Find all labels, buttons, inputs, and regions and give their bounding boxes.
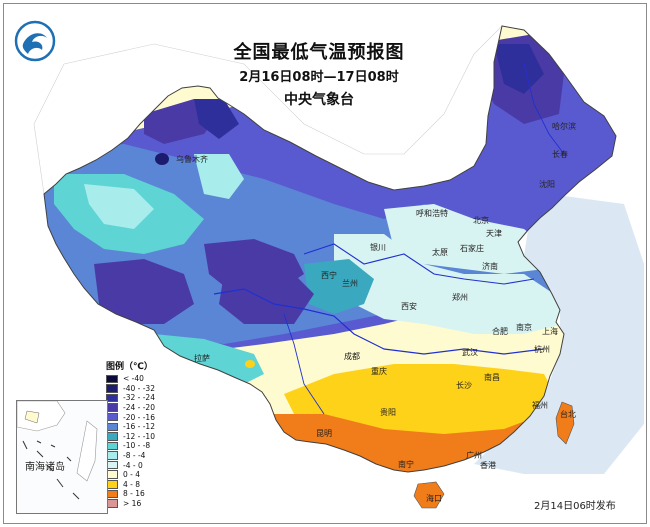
legend-label: -4 - 0 xyxy=(123,460,143,470)
legend-item: > 16 xyxy=(106,499,162,509)
legend-item: -16 - -12 xyxy=(106,422,162,432)
city-label-shanghai: 上海 xyxy=(542,327,558,336)
legend-label: -32 - -24 xyxy=(123,393,155,403)
city-label-xian: 西安 xyxy=(401,302,417,311)
forecast-period: 2月16日08时—17日08时 xyxy=(239,70,399,85)
legend-item: 0 - 4 xyxy=(106,470,162,480)
city-label-changchun: 长春 xyxy=(552,150,568,159)
legend-item: -20 - -16 xyxy=(106,412,162,422)
city-label-nanjing: 南京 xyxy=(516,323,532,332)
issuer-name: 中央气象台 xyxy=(284,92,354,108)
city-label-kunming: 昆明 xyxy=(316,429,332,438)
city-label-nanning: 南宁 xyxy=(398,460,414,469)
city-label-jinan: 济南 xyxy=(482,262,498,271)
map-title: 全国最低气温预报图 xyxy=(233,42,405,63)
legend-label: -12 - -10 xyxy=(123,431,155,441)
cma-logo-icon xyxy=(14,20,56,62)
city-label-hangzhou: 杭州 xyxy=(534,345,550,354)
legend-rows: < -40 -40 - -32 -32 - -24 -24 - -20 -20 - -1… xyxy=(106,374,162,508)
legend-label: < -40 xyxy=(123,374,144,384)
city-label-hongkong: 香港 xyxy=(480,461,496,470)
inset-map xyxy=(16,400,98,500)
legend-item: -8 - -4 xyxy=(106,451,162,461)
legend-label: -10 - -8 xyxy=(123,441,151,451)
city-label-shenyang: 沈阳 xyxy=(539,180,555,189)
temperature-legend: 图例（℃） < -40 -40 - -32 -32 - -24 -24 - -20 -2… xyxy=(106,359,162,508)
south-china-sea-inset: 南海诸岛 xyxy=(16,400,108,514)
city-label-lanzhou: 兰州 xyxy=(342,279,358,288)
city-label-guiyang: 贵阳 xyxy=(380,408,396,417)
legend-title: 图例（℃） xyxy=(106,362,153,372)
legend-label: -40 - -32 xyxy=(123,383,155,393)
legend-swatch xyxy=(106,374,118,384)
legend-item: < -40 xyxy=(106,374,162,384)
legend-label: > 16 xyxy=(123,499,142,509)
city-label-nanchang: 南昌 xyxy=(484,373,500,382)
city-label-urumqi: 乌鲁木齐 xyxy=(176,155,208,164)
legend-swatch xyxy=(106,384,118,393)
legend-label: 8 - 16 xyxy=(123,489,145,499)
legend-item: -10 - -8 xyxy=(106,441,162,451)
temperature-map xyxy=(4,4,646,523)
city-label-hefei: 合肥 xyxy=(492,327,508,336)
legend-item: -40 - -32 xyxy=(106,384,162,394)
city-label-zhengzhou: 郑州 xyxy=(452,293,468,302)
city-label-tianjin: 天津 xyxy=(486,229,502,238)
city-label-yinchuan: 银川 xyxy=(370,243,386,252)
legend-item: 4 - 8 xyxy=(106,480,162,490)
city-label-harbin: 哈尔滨 xyxy=(552,122,576,131)
city-label-wuhan: 武汉 xyxy=(462,348,478,357)
map-frame: 全国最低气温预报图 2月16日08时—17日08时 中央气象台 乌鲁木齐 哈尔滨… xyxy=(3,3,647,524)
inset-label: 南海诸岛 xyxy=(25,462,65,473)
city-label-chengdu: 成都 xyxy=(344,352,360,361)
legend-label: 0 - 4 xyxy=(123,470,141,480)
city-label-lhasa: 拉萨 xyxy=(194,354,210,363)
legend-item: -32 - -24 xyxy=(106,393,162,403)
legend-label: -16 - -12 xyxy=(123,422,155,432)
city-label-guangzhou: 广州 xyxy=(466,451,482,460)
legend-label: 4 - 8 xyxy=(123,479,141,489)
legend-swatch xyxy=(106,393,118,403)
city-label-haikou: 海口 xyxy=(426,494,442,503)
city-label-hohhot: 呼和浩特 xyxy=(416,209,448,218)
city-label-chongqing: 重庆 xyxy=(371,367,387,376)
city-label-xining: 西宁 xyxy=(321,271,337,280)
legend-item: -24 - -20 xyxy=(106,403,162,413)
city-label-fuzhou: 福州 xyxy=(532,401,548,410)
legend-label: -20 - -16 xyxy=(123,412,155,422)
release-time: 2月14日06时发布 xyxy=(534,501,616,512)
legend-item: -4 - 0 xyxy=(106,460,162,470)
city-label-changsha: 长沙 xyxy=(456,381,472,390)
legend-item: -12 - -10 xyxy=(106,432,162,442)
legend-item: 8 - 16 xyxy=(106,489,162,499)
city-label-beijing: 北京 xyxy=(473,216,489,225)
city-label-shijiazhuang: 石家庄 xyxy=(460,244,484,253)
legend-label: -24 - -20 xyxy=(123,403,155,413)
city-label-taipei: 台北 xyxy=(560,410,576,419)
legend-label: -8 - -4 xyxy=(123,451,146,461)
city-label-taiyuan: 太原 xyxy=(432,248,448,257)
